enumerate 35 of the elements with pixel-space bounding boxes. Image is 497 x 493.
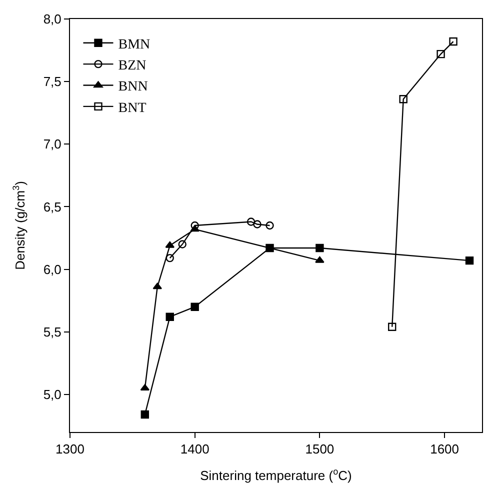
point	[152, 282, 162, 290]
point	[316, 244, 324, 252]
x-tick-label: 1600	[430, 442, 460, 457]
y-tick-label: 7,0	[43, 136, 62, 152]
point	[165, 241, 175, 248]
y-tick-label: 6,5	[43, 199, 62, 214]
point	[190, 225, 200, 232]
y-tick-label: 7,5	[43, 74, 62, 90]
point	[436, 50, 445, 58]
point	[166, 312, 174, 321]
legend-label: BMN	[118, 37, 150, 52]
point	[449, 37, 458, 46]
y-tick-label: 5,0	[43, 387, 62, 402]
point	[190, 302, 199, 311]
x-axis-title: Sintering temperature ($^{o}$C)	[200, 466, 352, 484]
point	[399, 95, 408, 104]
y-tick-label: 5,5	[43, 324, 62, 340]
legend-label: BZN	[118, 58, 146, 74]
point	[315, 256, 324, 263]
point	[388, 322, 396, 331]
x-tick-label: 1300	[56, 442, 84, 457]
x-tick-label: 1500	[305, 442, 334, 457]
point	[178, 240, 186, 248]
point	[246, 218, 256, 226]
y-tick-label: 8,0	[43, 12, 62, 27]
point	[253, 220, 262, 228]
y-tick-label: 6,0	[43, 262, 62, 277]
point	[166, 254, 174, 262]
x-tick-label: 1400	[180, 442, 210, 457]
point	[266, 221, 274, 230]
point	[140, 384, 150, 391]
legend-label: BNT	[118, 100, 147, 116]
point	[465, 256, 474, 265]
point	[140, 410, 150, 419]
legend-label: BNN	[118, 80, 148, 95]
